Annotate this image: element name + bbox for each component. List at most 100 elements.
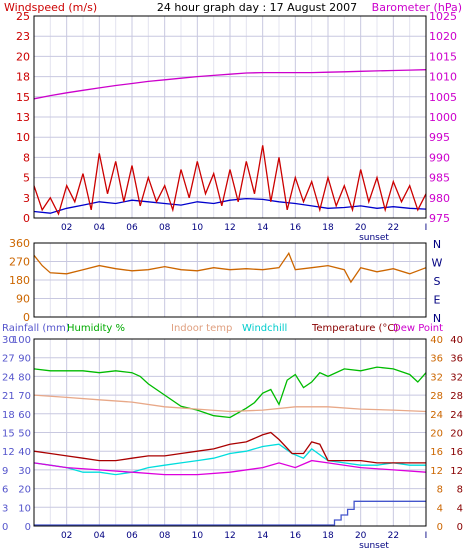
rainfall-tick-label: 6 <box>2 485 8 496</box>
panel3-x-tick-label: 10 <box>192 531 204 541</box>
panel3-x-tick-label: 02 <box>61 531 72 541</box>
windchill-line <box>33 443 426 476</box>
direction-tick-label: 90 <box>16 293 30 306</box>
panel3-grid <box>34 339 426 526</box>
barometer-tick-label: 1020 <box>429 30 457 43</box>
temperature-tick-label-right: 12 <box>450 466 463 477</box>
temperature-tick-label-right: 28 <box>450 391 463 402</box>
temperature-tick-label: 12 <box>430 466 443 477</box>
barometer-tick-label: 990 <box>429 151 450 164</box>
direction-tick-label: 360 <box>9 237 30 250</box>
humidity-tick-label: 0 <box>25 522 31 533</box>
temperature-tick-label-right: 24 <box>450 410 463 421</box>
rainfall-tick-label: 18 <box>2 410 15 421</box>
humidity-tick-label: 20 <box>18 485 31 496</box>
compass-label: W <box>432 257 443 270</box>
barometer-tick-label: 1010 <box>429 71 457 84</box>
rainfall-tick-label: 27 <box>2 354 15 365</box>
temperature-tick-label: 8 <box>437 485 443 496</box>
barometer-tick-label: 1025 <box>429 10 457 23</box>
humidity-tick-label: 70 <box>18 391 31 402</box>
rainfall-tick-label: 3 <box>2 503 8 514</box>
rainfall-tick-label: 15 <box>2 429 15 440</box>
panel3-series <box>33 366 427 526</box>
barometer-line <box>33 69 427 100</box>
panel1-tick-labels: 0358101315182023259759809859909951000100… <box>16 10 457 233</box>
panel3-x-tick-label: 16 <box>290 531 302 541</box>
windspeed-tick-label: 10 <box>16 131 30 144</box>
panel2-frame <box>33 242 427 318</box>
direction-tick-label: 180 <box>9 274 30 287</box>
temperature-tick-label: 24 <box>430 410 443 421</box>
barometer-tick-label: 1000 <box>429 111 457 124</box>
wind_avg-line <box>33 197 427 214</box>
temperature-tick-label-right: 20 <box>450 429 463 440</box>
panel1-x-tick-label: 20 <box>355 223 367 233</box>
windspeed-tick-label: 5 <box>23 172 30 185</box>
temperature-tick-label-right: 32 <box>450 372 463 383</box>
temperature-tick-label-right: 8 <box>457 485 463 496</box>
rainfall-line <box>34 500 426 526</box>
rainfall-tick-label: 21 <box>2 391 15 402</box>
temperature-tick-label: 40 <box>430 335 443 346</box>
panel3-x-tick-label: 22 <box>388 531 399 541</box>
panel1-frame <box>33 15 427 219</box>
temperature-header: Temperature (°C) <box>311 323 398 334</box>
panel2-series <box>33 251 427 284</box>
temperature-tick-label: 16 <box>430 447 443 458</box>
temperature-tick-label: 36 <box>430 354 443 365</box>
panel1-x-tick-label: 08 <box>159 223 171 233</box>
barometer-axis-label: Barometer (hPa) <box>372 1 462 14</box>
barometer-tick-label: 1005 <box>429 91 457 104</box>
indoor-temp-header: Indoor temp <box>171 323 232 334</box>
panel3-x-tick-label: 12 <box>224 531 235 541</box>
panel3-sunset-label: sunset <box>359 541 389 551</box>
barometer-tick-label: 1015 <box>429 50 457 63</box>
humidity-tick-label: 10 <box>18 503 31 514</box>
temperature-tick-label: 4 <box>437 503 443 514</box>
windspeed-tick-label: 13 <box>16 111 30 124</box>
windspeed-tick-label: 25 <box>16 10 30 23</box>
panel3-x-tick-label: 08 <box>159 531 171 541</box>
windspeed-tick-label: 23 <box>16 30 30 43</box>
windspeed-tick-label: 20 <box>16 50 30 63</box>
rainfall-tick-label: 0 <box>2 522 8 533</box>
humidity-tick-label: 80 <box>18 372 31 383</box>
panel1-x-tick-label: 18 <box>322 223 334 233</box>
dew-point-header: Dew Point <box>393 323 443 334</box>
humidity-tick-label: 90 <box>18 354 31 365</box>
direction-tick-label: 270 <box>9 256 30 269</box>
barometer-tick-label: 995 <box>429 131 450 144</box>
temperature-tick-label: 20 <box>430 429 443 440</box>
panel3-x-tick-label: 06 <box>126 531 138 541</box>
panel1-x-tick-label: 14 <box>257 223 269 233</box>
panel3-x-tick-label: 20 <box>355 531 367 541</box>
panel3-tick-labels: 0369121518212427300102030405060708090100… <box>2 335 463 541</box>
panel1-x-tick-label: 02 <box>61 223 72 233</box>
compass-label: N <box>433 312 441 325</box>
temperature-line <box>33 431 426 464</box>
panel1-x-tick-label: 04 <box>94 223 106 233</box>
temperature-tick-label-right: 40 <box>450 335 463 346</box>
panel1-x-tick-label: I <box>425 223 428 233</box>
windspeed-tick-label: 0 <box>23 212 30 225</box>
compass-label: S <box>434 275 441 288</box>
barometer-tick-label: 980 <box>429 192 450 205</box>
temperature-tick-label-right: 16 <box>450 447 463 458</box>
panel3-x-tick-label: I <box>425 531 428 541</box>
rainfall-tick-label: 30 <box>2 335 15 346</box>
windspeed-tick-label: 8 <box>23 151 30 164</box>
chart-title: 24 hour graph day : 17 August 2007 <box>157 1 357 14</box>
barometer-tick-label: 985 <box>429 172 450 185</box>
rainfall-tick-label: 24 <box>2 372 15 383</box>
wind_gust-line <box>33 145 427 216</box>
windchill-header: Windchill <box>242 323 287 334</box>
humidity-tick-label: 30 <box>18 466 31 477</box>
windspeed-tick-label: 18 <box>16 71 30 84</box>
panel1-x-tick-label: 12 <box>224 223 235 233</box>
windspeed-tick-label: 3 <box>23 192 30 205</box>
panel3-frame <box>33 338 427 527</box>
temperature-tick-label-right: 4 <box>457 503 463 514</box>
humidity-tick-label: 100 <box>12 335 31 346</box>
